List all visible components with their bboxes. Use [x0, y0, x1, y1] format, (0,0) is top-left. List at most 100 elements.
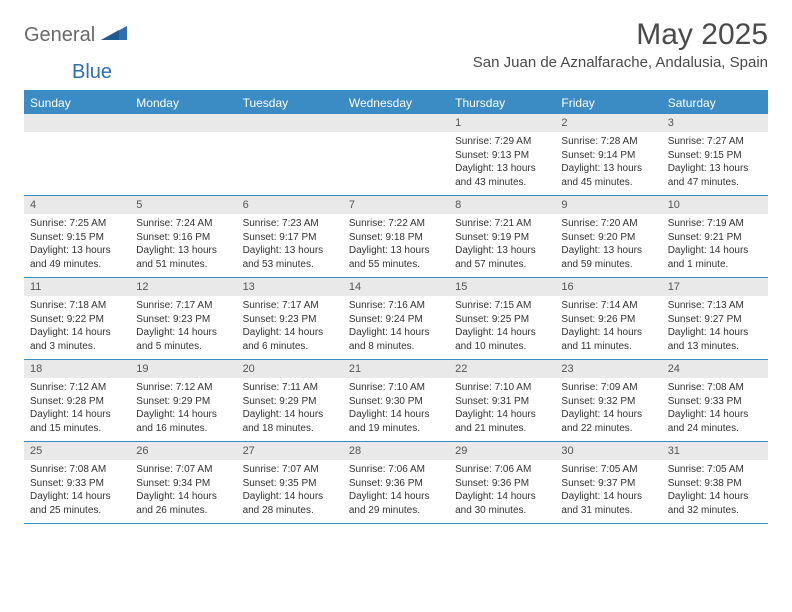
day-number: 30	[555, 442, 661, 460]
daylight-line: Daylight: 13 hours and 57 minutes.	[455, 244, 549, 271]
day-number: 23	[555, 360, 661, 378]
day-details: Sunrise: 7:08 AMSunset: 9:33 PMDaylight:…	[662, 378, 768, 441]
sunset-line: Sunset: 9:20 PM	[561, 231, 655, 245]
day-details: Sunrise: 7:05 AMSunset: 9:38 PMDaylight:…	[662, 460, 768, 523]
logo-text-general: General	[24, 24, 95, 47]
day-details: Sunrise: 7:22 AMSunset: 9:18 PMDaylight:…	[343, 214, 449, 277]
calendar-cell: 8Sunrise: 7:21 AMSunset: 9:19 PMDaylight…	[449, 196, 555, 278]
calendar-cell: 26Sunrise: 7:07 AMSunset: 9:34 PMDayligh…	[130, 442, 236, 524]
sunset-line: Sunset: 9:14 PM	[561, 149, 655, 163]
sunrise-line: Sunrise: 7:06 AM	[455, 463, 549, 477]
sunset-line: Sunset: 9:37 PM	[561, 477, 655, 491]
calendar-cell	[130, 114, 236, 196]
sunrise-line: Sunrise: 7:19 AM	[668, 217, 762, 231]
day-details: Sunrise: 7:16 AMSunset: 9:24 PMDaylight:…	[343, 296, 449, 359]
calendar-cell: 15Sunrise: 7:15 AMSunset: 9:25 PMDayligh…	[449, 278, 555, 360]
calendar-cell: 10Sunrise: 7:19 AMSunset: 9:21 PMDayligh…	[662, 196, 768, 278]
calendar-cell: 20Sunrise: 7:11 AMSunset: 9:29 PMDayligh…	[237, 360, 343, 442]
calendar-cell: 5Sunrise: 7:24 AMSunset: 9:16 PMDaylight…	[130, 196, 236, 278]
day-details: Sunrise: 7:15 AMSunset: 9:25 PMDaylight:…	[449, 296, 555, 359]
calendar-cell: 19Sunrise: 7:12 AMSunset: 9:29 PMDayligh…	[130, 360, 236, 442]
calendar-row: 4Sunrise: 7:25 AMSunset: 9:15 PMDaylight…	[24, 196, 768, 278]
day-number: 7	[343, 196, 449, 214]
calendar-cell: 25Sunrise: 7:08 AMSunset: 9:33 PMDayligh…	[24, 442, 130, 524]
calendar-cell: 12Sunrise: 7:17 AMSunset: 9:23 PMDayligh…	[130, 278, 236, 360]
sunset-line: Sunset: 9:36 PM	[349, 477, 443, 491]
daylight-line: Daylight: 13 hours and 43 minutes.	[455, 162, 549, 189]
day-details: Sunrise: 7:27 AMSunset: 9:15 PMDaylight:…	[662, 132, 768, 195]
day-details	[130, 132, 236, 186]
sunset-line: Sunset: 9:17 PM	[243, 231, 337, 245]
day-number: 13	[237, 278, 343, 296]
calendar-row: 25Sunrise: 7:08 AMSunset: 9:33 PMDayligh…	[24, 442, 768, 524]
sunrise-line: Sunrise: 7:25 AM	[30, 217, 124, 231]
logo-text-blue: Blue	[72, 61, 112, 83]
weekday-header: Monday	[130, 92, 236, 114]
daylight-line: Daylight: 13 hours and 59 minutes.	[561, 244, 655, 271]
sunset-line: Sunset: 9:24 PM	[349, 313, 443, 327]
daylight-line: Daylight: 13 hours and 55 minutes.	[349, 244, 443, 271]
day-details: Sunrise: 7:08 AMSunset: 9:33 PMDaylight:…	[24, 460, 130, 523]
day-number: 31	[662, 442, 768, 460]
sunset-line: Sunset: 9:23 PM	[243, 313, 337, 327]
calendar-cell: 27Sunrise: 7:07 AMSunset: 9:35 PMDayligh…	[237, 442, 343, 524]
day-number: 15	[449, 278, 555, 296]
day-number: 6	[237, 196, 343, 214]
day-number: 14	[343, 278, 449, 296]
day-details: Sunrise: 7:17 AMSunset: 9:23 PMDaylight:…	[237, 296, 343, 359]
sunrise-line: Sunrise: 7:23 AM	[243, 217, 337, 231]
day-number: 21	[343, 360, 449, 378]
calendar-cell: 2Sunrise: 7:28 AMSunset: 9:14 PMDaylight…	[555, 114, 661, 196]
day-number: 17	[662, 278, 768, 296]
weekday-header: Wednesday	[343, 92, 449, 114]
daylight-line: Daylight: 13 hours and 49 minutes.	[30, 244, 124, 271]
weekday-header: Thursday	[449, 92, 555, 114]
calendar-cell: 16Sunrise: 7:14 AMSunset: 9:26 PMDayligh…	[555, 278, 661, 360]
sunrise-line: Sunrise: 7:08 AM	[668, 381, 762, 395]
sunset-line: Sunset: 9:21 PM	[668, 231, 762, 245]
calendar-cell: 11Sunrise: 7:18 AMSunset: 9:22 PMDayligh…	[24, 278, 130, 360]
calendar-cell: 29Sunrise: 7:06 AMSunset: 9:36 PMDayligh…	[449, 442, 555, 524]
sunrise-line: Sunrise: 7:05 AM	[561, 463, 655, 477]
calendar-cell: 1Sunrise: 7:29 AMSunset: 9:13 PMDaylight…	[449, 114, 555, 196]
daylight-line: Daylight: 14 hours and 6 minutes.	[243, 326, 337, 353]
calendar-cell: 7Sunrise: 7:22 AMSunset: 9:18 PMDaylight…	[343, 196, 449, 278]
calendar-cell	[24, 114, 130, 196]
day-details: Sunrise: 7:17 AMSunset: 9:23 PMDaylight:…	[130, 296, 236, 359]
day-details	[24, 132, 130, 186]
sunrise-line: Sunrise: 7:07 AM	[136, 463, 230, 477]
daylight-line: Daylight: 13 hours and 47 minutes.	[668, 162, 762, 189]
sunrise-line: Sunrise: 7:21 AM	[455, 217, 549, 231]
calendar-cell: 9Sunrise: 7:20 AMSunset: 9:20 PMDaylight…	[555, 196, 661, 278]
day-number: 11	[24, 278, 130, 296]
calendar-cell: 14Sunrise: 7:16 AMSunset: 9:24 PMDayligh…	[343, 278, 449, 360]
day-number: 19	[130, 360, 236, 378]
sunrise-line: Sunrise: 7:27 AM	[668, 135, 762, 149]
calendar-cell: 17Sunrise: 7:13 AMSunset: 9:27 PMDayligh…	[662, 278, 768, 360]
day-number	[343, 114, 449, 132]
sunset-line: Sunset: 9:32 PM	[561, 395, 655, 409]
sunrise-line: Sunrise: 7:28 AM	[561, 135, 655, 149]
day-details	[343, 132, 449, 186]
calendar-cell: 30Sunrise: 7:05 AMSunset: 9:37 PMDayligh…	[555, 442, 661, 524]
daylight-line: Daylight: 13 hours and 53 minutes.	[243, 244, 337, 271]
day-number: 3	[662, 114, 768, 132]
sunrise-line: Sunrise: 7:09 AM	[561, 381, 655, 395]
day-number: 27	[237, 442, 343, 460]
sunrise-line: Sunrise: 7:17 AM	[243, 299, 337, 313]
sunrise-line: Sunrise: 7:20 AM	[561, 217, 655, 231]
sunset-line: Sunset: 9:15 PM	[30, 231, 124, 245]
daylight-line: Daylight: 14 hours and 24 minutes.	[668, 408, 762, 435]
daylight-line: Daylight: 14 hours and 16 minutes.	[136, 408, 230, 435]
daylight-line: Daylight: 14 hours and 3 minutes.	[30, 326, 124, 353]
sunset-line: Sunset: 9:18 PM	[349, 231, 443, 245]
day-details: Sunrise: 7:13 AMSunset: 9:27 PMDaylight:…	[662, 296, 768, 359]
day-number: 4	[24, 196, 130, 214]
weekday-header: Friday	[555, 92, 661, 114]
sunset-line: Sunset: 9:15 PM	[668, 149, 762, 163]
weekday-header: Saturday	[662, 92, 768, 114]
sunrise-line: Sunrise: 7:05 AM	[668, 463, 762, 477]
logo: General	[24, 18, 131, 47]
sunset-line: Sunset: 9:25 PM	[455, 313, 549, 327]
sunrise-line: Sunrise: 7:11 AM	[243, 381, 337, 395]
